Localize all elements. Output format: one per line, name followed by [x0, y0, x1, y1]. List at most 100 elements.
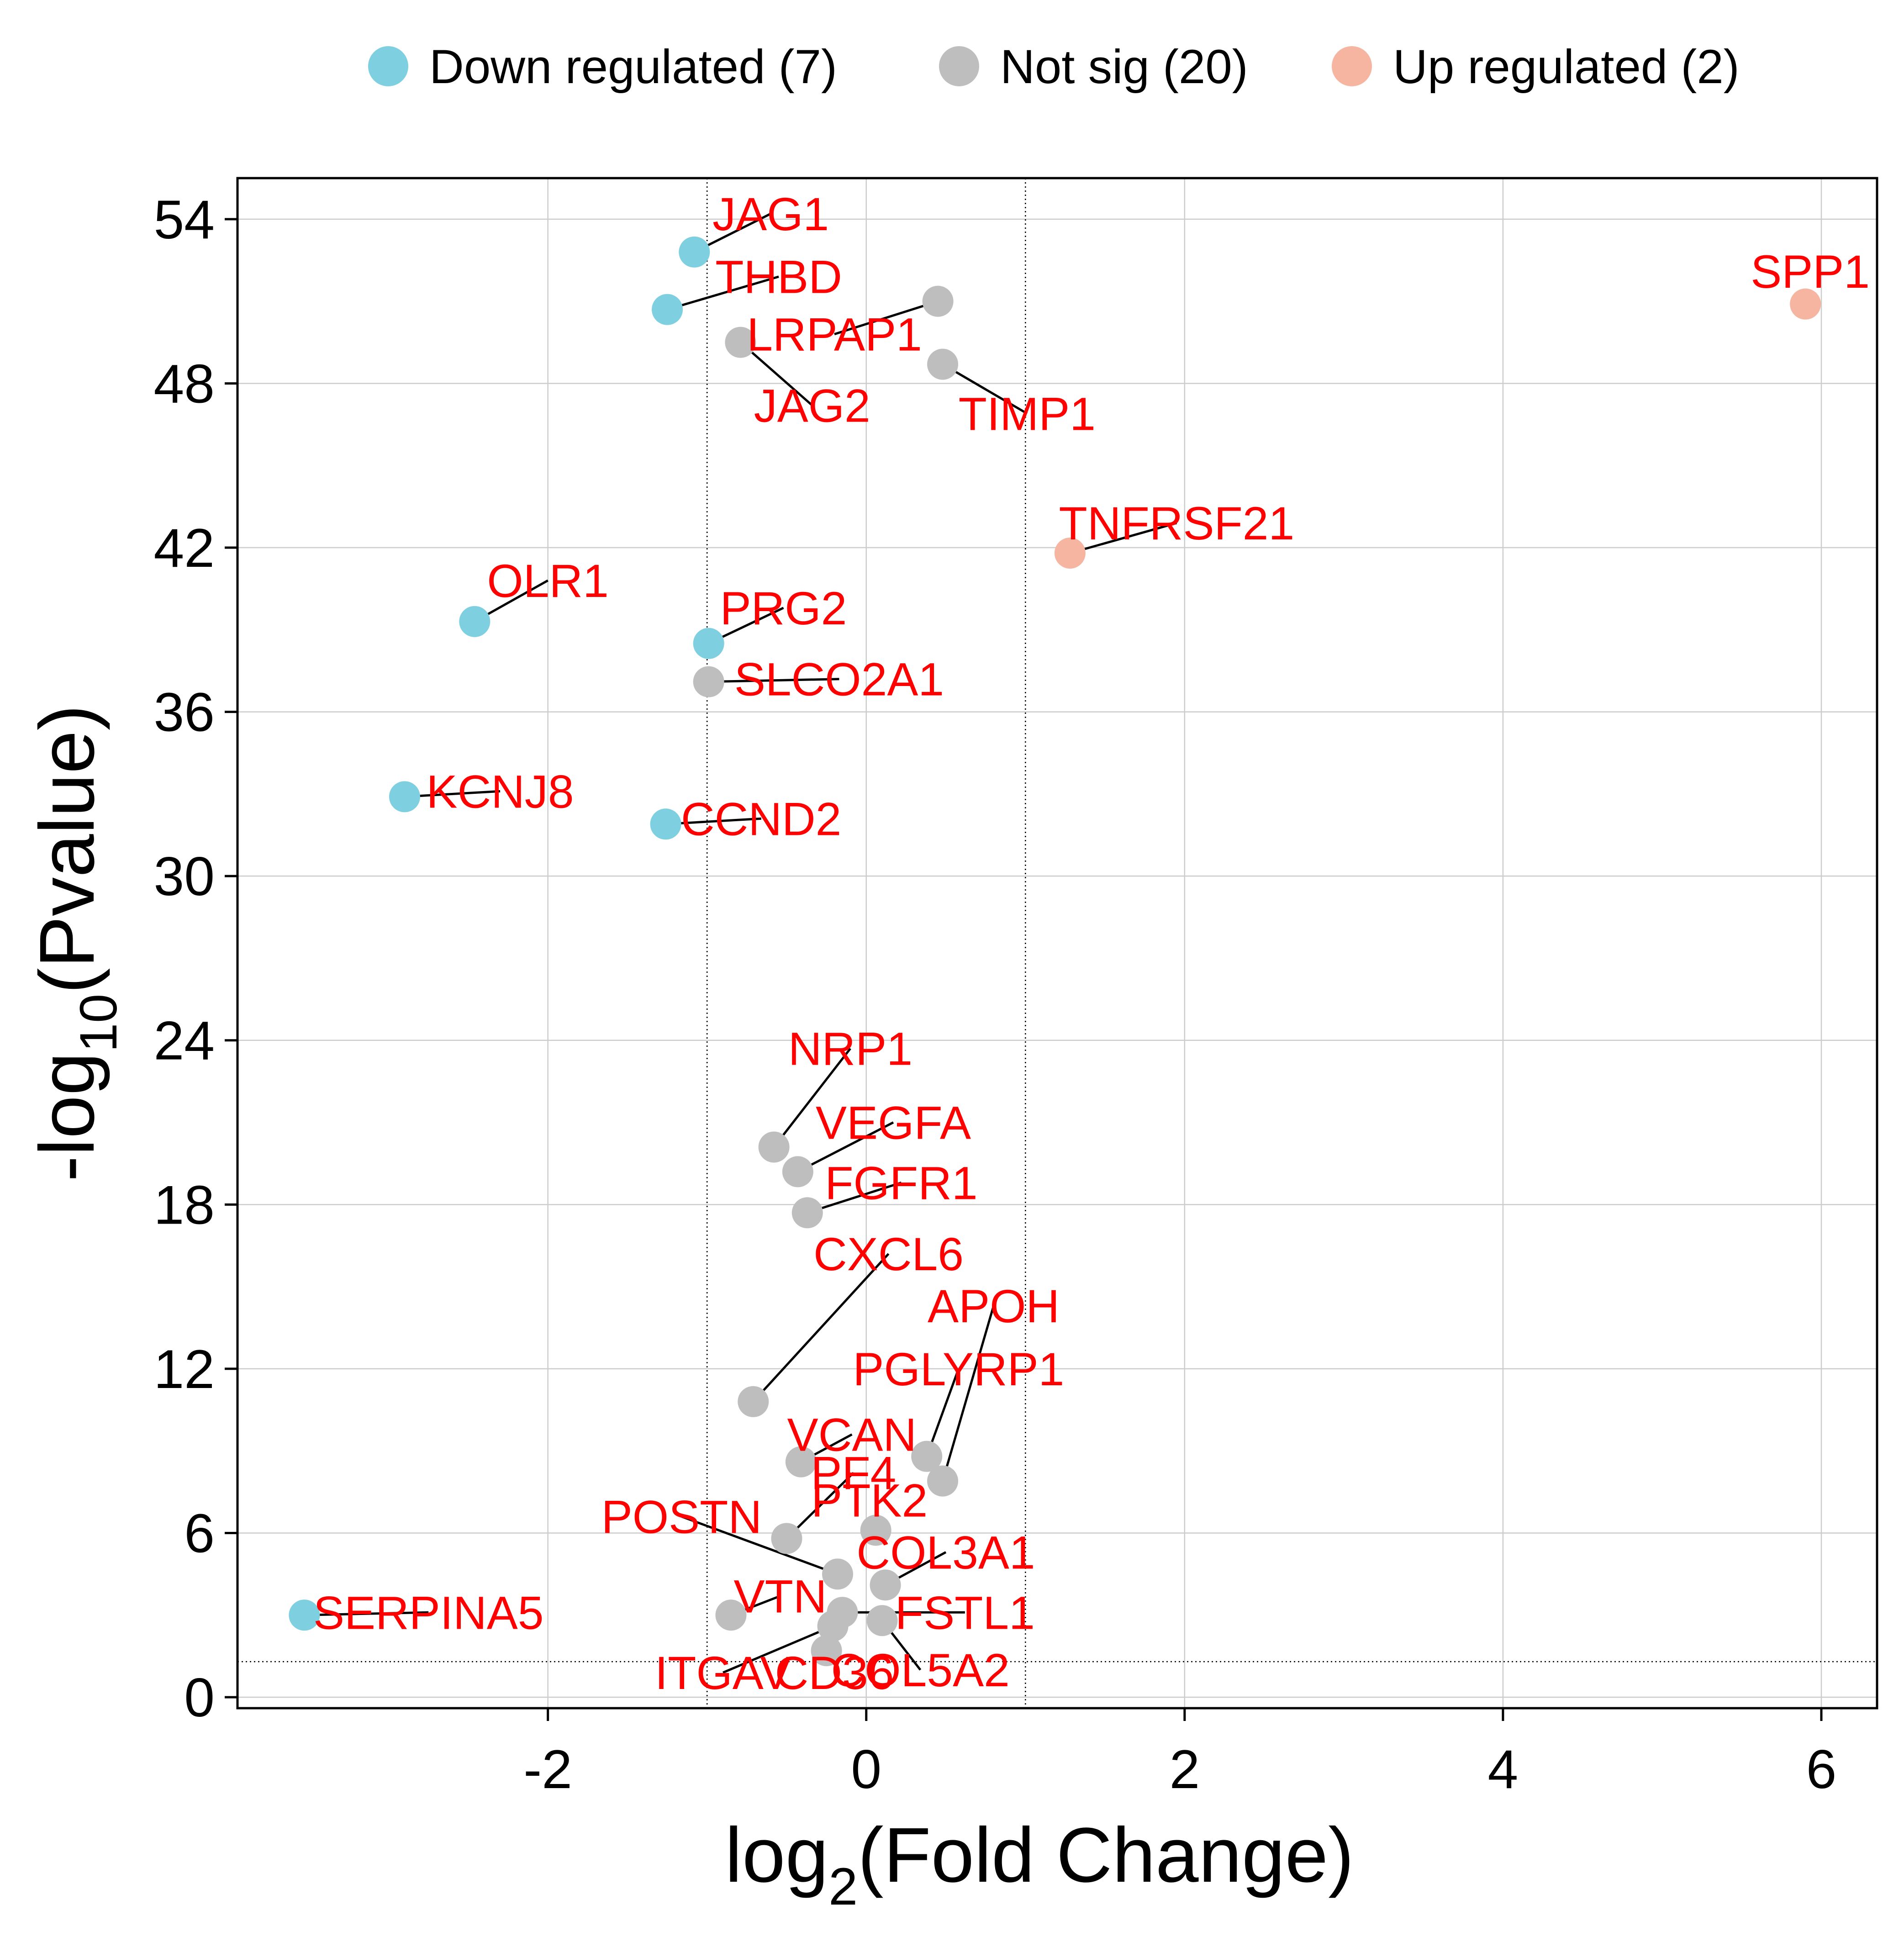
point-jag1	[679, 236, 710, 268]
x-tick-label: 6	[1806, 1739, 1837, 1800]
legend-marker-down	[368, 46, 408, 86]
leader-line-pf4	[791, 1472, 854, 1534]
gene-label-serpina5: SERPINA5	[313, 1587, 544, 1639]
leader-line-ccnd2	[674, 817, 761, 825]
x-axis: -2 0 2 4 6	[523, 1708, 1836, 1800]
legend: Down regulated (7) Not sig (20) Up regulat…	[368, 40, 1740, 94]
gene-label-fgfr1: FGFR1	[825, 1157, 977, 1209]
gene-label-vegfa: VEGFA	[816, 1097, 971, 1149]
gene-label-jag2: JAG2	[754, 380, 870, 432]
leader-line-apoh	[944, 1305, 995, 1474]
leader-line-itgav	[723, 1628, 826, 1674]
leader-line-tnfrsf21	[1077, 522, 1177, 552]
point-prg2	[693, 628, 724, 659]
legend-label-down: Down regulated (7)	[429, 40, 837, 94]
y-tick-label: 12	[154, 1339, 215, 1400]
leader-line-thbd	[675, 275, 779, 308]
label-leader-lines	[312, 212, 1177, 1674]
leader-line-col5a2	[886, 1626, 922, 1671]
legend-marker-up	[1332, 46, 1372, 86]
gene-label-timp1: TIMP1	[959, 388, 1096, 440]
gene-label-ccnd2: CCND2	[681, 793, 841, 845]
y-tick-label: 0	[184, 1667, 215, 1728]
y-tick-label: 54	[154, 189, 215, 250]
gene-label-col3a1: COL3A1	[856, 1526, 1035, 1578]
leader-line-vegfa	[804, 1121, 894, 1169]
gene-label-itgav: ITGAV	[655, 1647, 791, 1699]
gene-label-prg2: PRG2	[720, 582, 847, 634]
leader-line-pglyrp1	[928, 1368, 960, 1449]
gene-label-lrpap1: LRPAP1	[747, 309, 922, 361]
gene-label-pf4: PF4	[811, 1447, 896, 1499]
y-tick-label: 6	[184, 1503, 215, 1564]
gene-label-col5a2: COL5A2	[831, 1644, 1010, 1696]
leader-line-jag1	[701, 212, 771, 249]
gene-label-jag1: JAG1	[712, 188, 829, 240]
point-col3a1	[870, 1569, 901, 1601]
point-thbd	[652, 294, 683, 325]
point-lrpap1	[922, 285, 954, 317]
gene-labels: JAG1 THBD LRPAP1 JAG2 TIMP1 SPP1 TNFRSF21 OLR1 P…	[313, 188, 1870, 1699]
point-spp1	[1790, 288, 1821, 320]
leader-line-col3a1	[892, 1551, 947, 1582]
y-tick-label: 36	[154, 682, 215, 743]
point-slco2a1	[693, 666, 724, 697]
point-jag2	[725, 327, 756, 358]
legend-label-up: Up regulated (2)	[1393, 40, 1740, 94]
gene-label-slco2a1: SLCO2A1	[734, 654, 944, 706]
point-cxcl6	[738, 1386, 769, 1417]
gene-label-nrp1: NRP1	[788, 1023, 912, 1075]
leader-line-cxcl6	[758, 1253, 890, 1397]
gene-label-thbd: THBD	[715, 251, 842, 303]
leader-line-nrp1	[778, 1048, 851, 1141]
point-nrp1	[758, 1131, 790, 1163]
gene-label-vcan: VCAN	[787, 1409, 917, 1461]
leader-line-fgfr1	[815, 1181, 902, 1212]
leader-line-prg2	[715, 607, 784, 641]
y-tick-label: 30	[154, 846, 215, 907]
gene-label-fstl1: FSTL1	[895, 1587, 1035, 1639]
leader-line-postn	[681, 1515, 830, 1573]
point-postn	[822, 1558, 854, 1590]
leader-line-olr1	[481, 579, 549, 619]
gene-label-cxcl6: CXCL6	[813, 1228, 964, 1280]
point-serpina5	[289, 1599, 320, 1631]
leader-line-slco2a1	[717, 678, 839, 683]
y-tick-label: 24	[154, 1010, 215, 1071]
point-ccnd2	[650, 808, 681, 840]
x-tick-label: 4	[1488, 1739, 1519, 1800]
legend-label-ns: Not sig (20)	[1000, 40, 1248, 94]
point-timp1	[927, 348, 959, 380]
gene-label-postn: POSTN	[601, 1491, 762, 1543]
threshold-lines	[237, 178, 1877, 1708]
leader-line-jag2	[746, 347, 813, 406]
x-axis-title: log2(Fold Change)	[725, 1812, 1354, 1916]
point-ptk2	[860, 1515, 891, 1546]
point-fgfr1	[791, 1197, 823, 1229]
grid	[237, 178, 1877, 1708]
y-tick-label: 42	[154, 517, 215, 579]
x-tick-label: 2	[1169, 1739, 1200, 1800]
gene-label-cd36: CD36	[775, 1647, 894, 1699]
leader-line-vcan	[807, 1433, 853, 1459]
gene-label-pglyrp1: PGLYRP1	[853, 1343, 1064, 1395]
y-tick-label: 48	[154, 353, 215, 414]
plot-frame	[236, 177, 1878, 1710]
gene-label-kcnj8: KCNJ8	[427, 765, 574, 818]
gene-label-vtn: VTN	[734, 1570, 827, 1622]
data-points	[289, 236, 1821, 1667]
point-cd36	[811, 1635, 842, 1667]
point-olr1	[459, 606, 491, 637]
point-vtn	[715, 1599, 747, 1631]
y-tick-label: 18	[154, 1174, 215, 1235]
point-vcan	[785, 1446, 817, 1478]
point-pf4	[771, 1523, 802, 1554]
x-tick-label: -2	[523, 1739, 572, 1800]
leader-line-lrpap1	[834, 302, 931, 335]
gene-label-olr1: OLR1	[487, 555, 608, 607]
point-pglyrp1	[911, 1441, 943, 1472]
point-col5a2	[866, 1605, 898, 1636]
leader-line-timp1	[949, 367, 1028, 415]
y-axis-title: -log10(Pvalue)	[24, 705, 128, 1182]
leader-line-kcnj8	[412, 790, 501, 797]
